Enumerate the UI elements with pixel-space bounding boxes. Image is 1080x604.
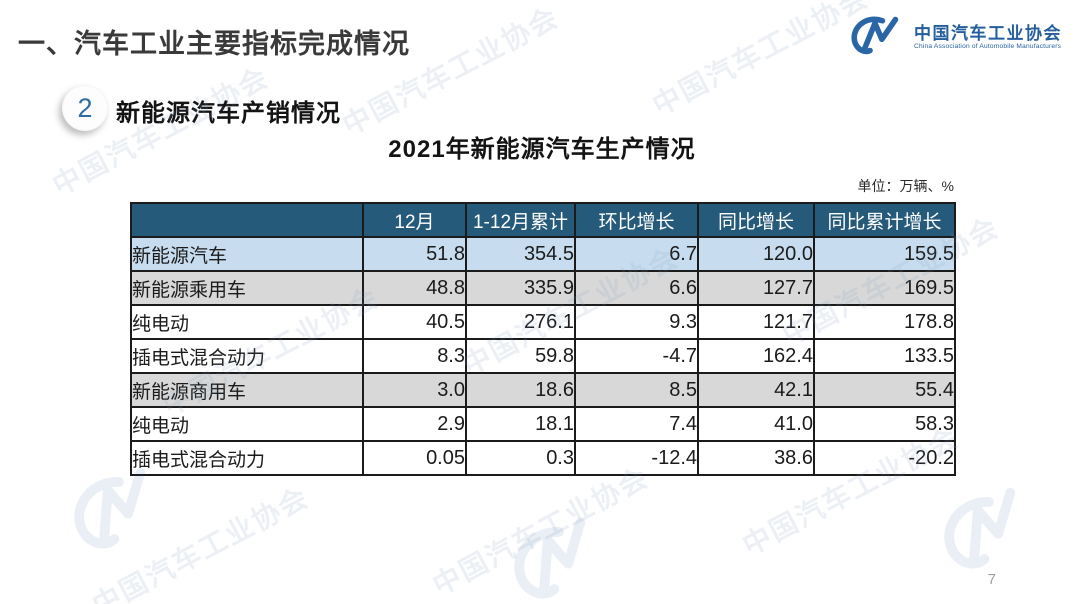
- row-label: 纯电动: [130, 304, 364, 340]
- logo-name-en: China Association of Automobile Manufact…: [914, 43, 1062, 51]
- row-value: 6.6: [574, 270, 699, 306]
- table-row: 插电式混合动力 8.3 59.8 -4.7 162.4 133.5: [130, 338, 956, 374]
- production-table: 12月 1-12月累计 环比增长 同比增长 同比累计增长 新能源汽车 51.8 35…: [130, 202, 956, 476]
- row-value: 169.5: [813, 270, 956, 306]
- page-title: 一、汽车工业主要指标完成情况: [18, 29, 410, 59]
- section-title: 新能源汽车产销情况: [116, 100, 341, 127]
- row-value: 335.9: [465, 270, 576, 306]
- row-value: 162.4: [697, 338, 815, 374]
- row-value: 59.8: [465, 338, 576, 374]
- row-value: -4.7: [574, 338, 699, 374]
- row-value: 18.6: [465, 372, 576, 408]
- row-value: 48.8: [362, 270, 467, 306]
- row-value: -20.2: [813, 440, 956, 476]
- unit-note: 单位：万辆、%: [857, 178, 954, 194]
- row-label: 插电式混合动力: [130, 338, 364, 374]
- row-value: 38.6: [697, 440, 815, 476]
- table-row: 插电式混合动力 0.05 0.3 -12.4 38.6 -20.2: [130, 440, 956, 476]
- watermark-text: 中国汽车工业协会: [427, 461, 654, 602]
- watermark-text: 中国汽车工业协会: [87, 481, 314, 604]
- table-body: 新能源汽车 51.8 354.5 6.7 120.0 159.5 新能源乘用车 48.8 335…: [130, 236, 956, 476]
- row-value: 121.7: [697, 304, 815, 340]
- row-value: 42.1: [697, 372, 815, 408]
- table-row: 新能源汽车 51.8 354.5 6.7 120.0 159.5: [130, 236, 956, 272]
- row-label: 新能源商用车: [130, 372, 364, 408]
- page-number: 7: [987, 571, 996, 588]
- row-value: 41.0: [697, 406, 815, 442]
- row-value: 0.3: [465, 440, 576, 476]
- section-number-badge: 2: [62, 85, 108, 131]
- row-value: 133.5: [813, 338, 956, 374]
- row-value: 18.1: [465, 406, 576, 442]
- column-header-yoy-growth: 同比增长: [697, 202, 815, 238]
- logo-name-cn: 中国汽车工业协会: [914, 23, 1062, 43]
- row-value: -12.4: [574, 440, 699, 476]
- row-value: 6.7: [574, 236, 699, 272]
- table-header-row: 12月 1-12月累计 环比增长 同比增长 同比累计增长: [130, 202, 956, 238]
- row-value: 55.4: [813, 372, 956, 408]
- column-header-yoy-cum-growth: 同比累计增长: [813, 202, 956, 238]
- caam-logo: 中国汽车工业协会 China Association of Automobile…: [844, 12, 1062, 63]
- row-label: 新能源乘用车: [130, 270, 364, 306]
- row-value: 40.5: [362, 304, 467, 340]
- table-row: 纯电动 40.5 276.1 9.3 121.7 178.8: [130, 304, 956, 340]
- row-value: 8.3: [362, 338, 467, 374]
- row-value: 276.1: [465, 304, 576, 340]
- row-value: 120.0: [697, 236, 815, 272]
- row-value: 159.5: [813, 236, 956, 272]
- column-header-mom-growth: 环比增长: [574, 202, 699, 238]
- watermark-logo-icon: [920, 475, 1051, 590]
- row-value: 7.4: [574, 406, 699, 442]
- row-label: 纯电动: [130, 406, 364, 442]
- table-row: 新能源商用车 3.0 18.6 8.5 42.1 55.4: [130, 372, 956, 408]
- table-row: 新能源乘用车 48.8 335.9 6.6 127.7 169.5: [130, 270, 956, 306]
- column-header-label: [130, 202, 364, 238]
- column-header-december: 12月: [362, 202, 467, 238]
- row-label: 新能源汽车: [130, 236, 364, 272]
- row-value: 354.5: [465, 236, 576, 272]
- table-row: 纯电动 2.9 18.1 7.4 41.0 58.3: [130, 406, 956, 442]
- row-value: 8.5: [574, 372, 699, 408]
- column-header-cumulative: 1-12月累计: [465, 202, 576, 238]
- row-value: 127.7: [697, 270, 815, 306]
- row-value: 9.3: [574, 304, 699, 340]
- watermark-text: 中国汽车工业协会: [647, 0, 874, 122]
- row-label: 插电式混合动力: [130, 440, 364, 476]
- row-value: 178.8: [813, 304, 956, 340]
- row-value: 0.05: [362, 440, 467, 476]
- caam-logo-icon: [844, 12, 906, 63]
- table-title: 2021年新能源汽车生产情况: [388, 136, 696, 163]
- row-value: 3.0: [362, 372, 467, 408]
- row-value: 51.8: [362, 236, 467, 272]
- watermark-logo-icon: [490, 505, 621, 604]
- row-value: 58.3: [813, 406, 956, 442]
- row-value: 2.9: [362, 406, 467, 442]
